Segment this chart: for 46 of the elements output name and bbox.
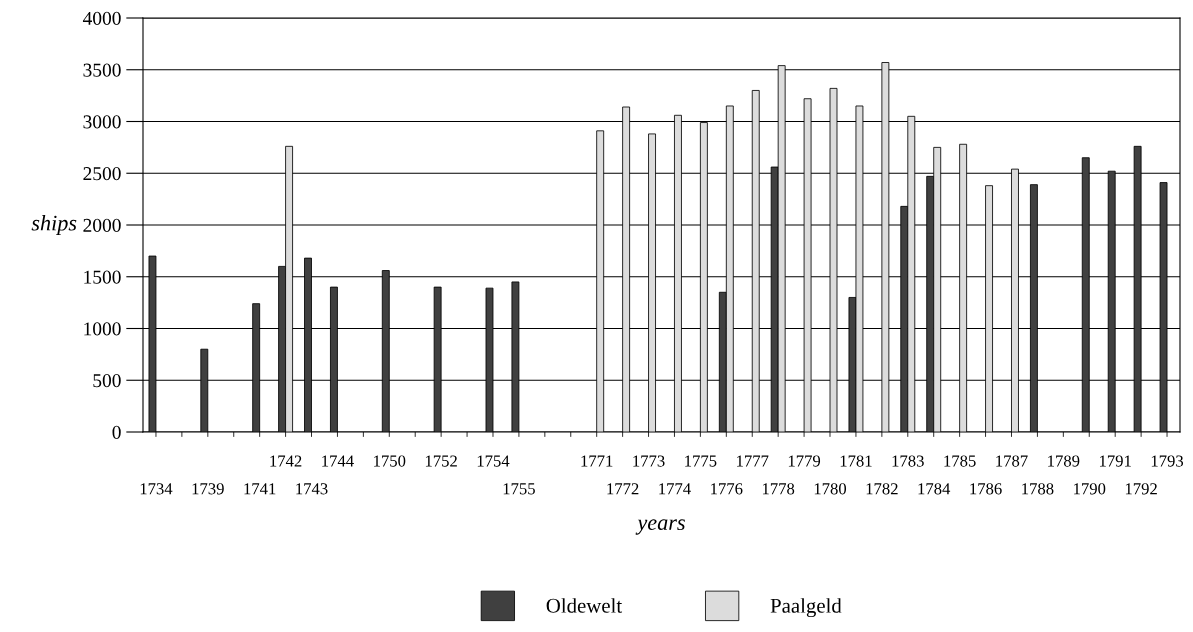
y-tick-label: 4000 (82, 11, 121, 25)
x-tick-label: 1789 (1048, 455, 1080, 467)
x-tick-label: 1791 (1099, 455, 1131, 467)
x-tick-label: 1777 (737, 455, 769, 467)
x-tick-label: 1773 (633, 455, 665, 467)
x-tick-label: 1781 (840, 455, 872, 467)
x-tick-label: 1778 (762, 483, 795, 495)
x-tick-label: 1755 (503, 483, 535, 495)
x-tick-label: 1771 (581, 455, 613, 467)
x-tick-label: 1743 (296, 483, 328, 495)
x-tick-label: 1742 (270, 455, 302, 467)
legend-label: Oldewelt (546, 598, 623, 613)
y-tick-label: 0 (112, 425, 121, 439)
y-tick-label: 3000 (83, 115, 121, 129)
y-tick-label: 1000 (84, 322, 121, 336)
x-tick-label: 1782 (866, 483, 898, 495)
x-tick-label: 1785 (944, 455, 976, 467)
x-tick-label: 1739 (192, 483, 224, 495)
x-tick-label: 1776 (711, 483, 743, 495)
x-axis-title: years (635, 519, 685, 535)
x-tick-label: 1787 (996, 455, 1028, 467)
x-tick-label: 1774 (659, 483, 691, 495)
y-axis-title: ships (31, 214, 77, 236)
y-tick-label: 2500 (83, 167, 121, 181)
y-tick-label: 3500 (83, 63, 121, 77)
x-tick-label: 1741 (244, 483, 276, 495)
x-tick-label: 1784 (918, 483, 951, 495)
y-tick-label: 2000 (83, 218, 121, 232)
x-tick-label: 1792 (1125, 483, 1157, 495)
x-tick-label: 1779 (788, 455, 821, 467)
x-tick-label: 1775 (685, 455, 717, 467)
x-tick-label: 1786 (970, 483, 1002, 495)
x-tick-label: 1783 (892, 455, 924, 467)
x-tick-label: 1793 (1151, 455, 1184, 467)
y-tick-label: 500 (93, 374, 121, 388)
x-tick-label: 1754 (477, 455, 510, 467)
legend-label: Paalgeld (770, 598, 842, 618)
x-tick-label: 1790 (1074, 483, 1106, 495)
x-tick-label: 1744 (322, 455, 354, 467)
y-tick-label: 1500 (84, 270, 121, 284)
x-tick-label: 1750 (374, 455, 406, 467)
x-tick-label: 1788 (1022, 483, 1054, 495)
x-tick-label: 1734 (140, 483, 173, 495)
x-tick-label: 1780 (814, 483, 847, 495)
x-tick-label: 1772 (607, 483, 639, 495)
x-tick-label: 1752 (425, 455, 457, 467)
